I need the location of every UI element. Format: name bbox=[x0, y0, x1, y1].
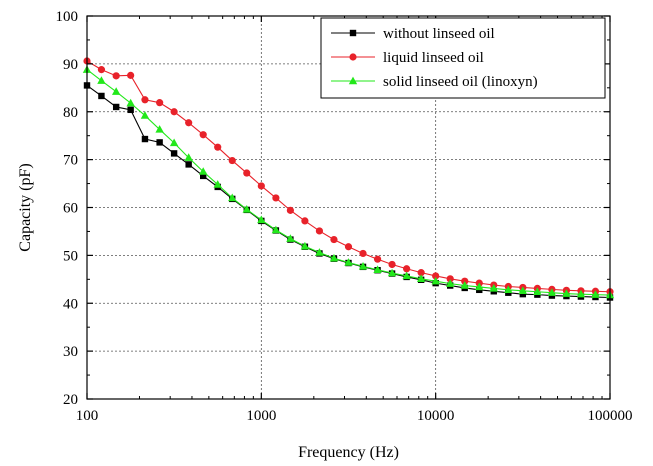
data-point-marker bbox=[127, 71, 135, 79]
data-point-marker bbox=[126, 98, 135, 107]
y-axis-title: Capacity (pF) bbox=[17, 163, 34, 251]
data-point-marker bbox=[475, 282, 484, 291]
data-point-marker bbox=[344, 243, 353, 251]
data-point-marker bbox=[416, 274, 426, 283]
y-tick-label: 30 bbox=[63, 344, 78, 360]
data-point-marker bbox=[155, 125, 164, 133]
legend: without linseed oil liquid linseed oil sol… bbox=[320, 17, 606, 99]
data-point-marker bbox=[243, 169, 251, 177]
data-point-marker bbox=[315, 248, 324, 256]
legend-label: without linseed oil bbox=[383, 26, 495, 42]
x-tick-label: 100 bbox=[76, 408, 99, 424]
data-point-marker bbox=[373, 255, 382, 263]
data-point-marker bbox=[156, 99, 164, 107]
x-axis-title: Frequency (Hz) bbox=[298, 444, 399, 461]
data-point-marker bbox=[184, 153, 193, 161]
data-point-marker bbox=[156, 139, 163, 146]
data-point-marker bbox=[170, 108, 178, 116]
y-tick-label: 50 bbox=[63, 248, 78, 264]
legend-marker bbox=[348, 76, 358, 85]
data-point-marker bbox=[562, 289, 571, 297]
data-point-marker bbox=[315, 227, 324, 235]
data-point-marker bbox=[519, 290, 527, 298]
data-point-marker bbox=[431, 276, 440, 285]
data-point-marker bbox=[214, 143, 222, 151]
data-point-marker bbox=[199, 172, 207, 180]
data-point-marker bbox=[445, 279, 455, 287]
data-point-marker bbox=[402, 271, 411, 280]
data-point-marker bbox=[257, 182, 265, 190]
data-point-marker bbox=[228, 156, 236, 165]
data-point-marker bbox=[141, 96, 149, 104]
y-tick-label: 40 bbox=[63, 296, 78, 312]
data-point-marker bbox=[388, 260, 396, 269]
data-point-marker bbox=[199, 131, 207, 139]
data-point-marker bbox=[170, 150, 178, 157]
y-tick-label: 60 bbox=[63, 201, 78, 217]
data-point-marker bbox=[185, 161, 192, 168]
data-point-marker bbox=[591, 290, 600, 298]
data-point-marker bbox=[169, 138, 179, 147]
y-tick-label: 90 bbox=[63, 57, 78, 73]
legend-label: liquid linseed oil bbox=[383, 50, 484, 66]
data-point-marker bbox=[547, 288, 557, 296]
data-point-marker bbox=[286, 234, 295, 242]
y-tick-label: 20 bbox=[63, 392, 78, 408]
y-tick-label: 80 bbox=[63, 105, 78, 121]
data-point-marker bbox=[97, 66, 106, 74]
legend-marker bbox=[349, 53, 357, 61]
data-point-marker bbox=[504, 285, 513, 294]
data-point-marker bbox=[489, 284, 498, 292]
data-point-marker bbox=[576, 289, 586, 298]
data-point-marker bbox=[242, 205, 251, 213]
data-point-marker bbox=[127, 106, 134, 114]
data-point-marker bbox=[329, 253, 339, 262]
data-point-marker bbox=[301, 217, 309, 225]
data-point-marker bbox=[112, 72, 120, 80]
data-point-marker bbox=[198, 167, 208, 175]
x-tick-label: 1000 bbox=[246, 408, 276, 424]
data-point-marker bbox=[533, 287, 542, 295]
data-point-marker bbox=[300, 241, 310, 250]
axis-ticks: 100 1000 10000 100000 20 30 40 50 60 70 80 90 100 bbox=[56, 9, 633, 424]
data-point-marker bbox=[417, 269, 425, 277]
legend-box bbox=[320, 17, 606, 99]
data-point-marker bbox=[518, 286, 528, 295]
y-tick-label: 70 bbox=[63, 153, 78, 169]
data-point-marker bbox=[213, 180, 222, 188]
data-point-marker bbox=[141, 135, 149, 143]
series-layer bbox=[82, 57, 615, 301]
data-point-marker bbox=[403, 265, 411, 273]
data-point-marker bbox=[387, 268, 397, 277]
data-point-marker bbox=[271, 225, 281, 234]
data-point-marker bbox=[330, 235, 338, 244]
series-group bbox=[83, 82, 614, 301]
data-point-marker bbox=[359, 249, 367, 258]
series-group bbox=[82, 65, 615, 299]
data-point-marker bbox=[111, 87, 121, 95]
legend-marker bbox=[349, 29, 357, 37]
data-point-marker bbox=[286, 206, 294, 214]
data-point-marker bbox=[98, 92, 105, 100]
data-point-marker bbox=[344, 258, 353, 266]
x-tick-label: 10000 bbox=[417, 408, 455, 424]
data-point-marker bbox=[112, 103, 120, 111]
data-point-marker bbox=[446, 275, 454, 283]
legend-label: solid linseed oil (linoxyn) bbox=[383, 74, 538, 90]
data-point-marker bbox=[257, 215, 266, 224]
data-point-marker bbox=[140, 111, 150, 119]
data-point-marker bbox=[272, 194, 280, 202]
y-tick-label: 100 bbox=[56, 9, 79, 25]
data-point-marker bbox=[460, 281, 469, 289]
data-point-marker bbox=[228, 193, 237, 202]
data-point-marker bbox=[185, 119, 193, 127]
data-point-marker bbox=[373, 265, 382, 273]
x-tick-label: 100000 bbox=[588, 408, 633, 424]
data-point-marker bbox=[432, 272, 440, 280]
data-point-marker bbox=[97, 76, 106, 84]
data-point-marker bbox=[358, 261, 368, 270]
